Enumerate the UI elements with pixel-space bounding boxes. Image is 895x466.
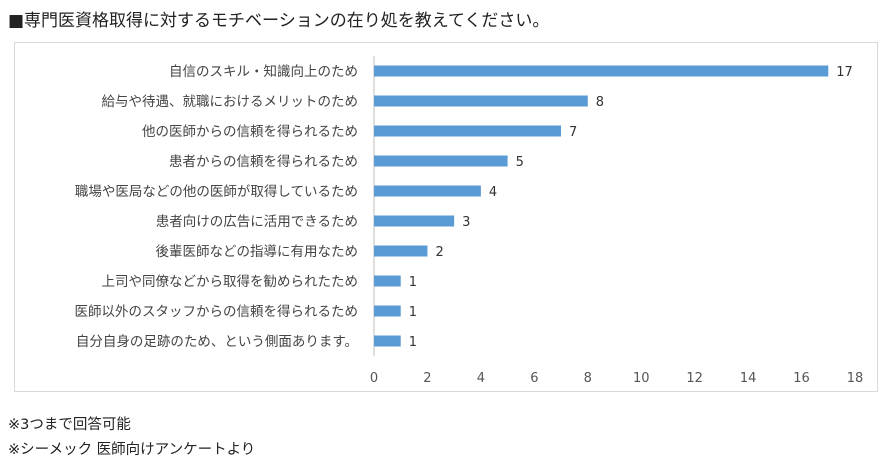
bar — [374, 305, 401, 317]
category-label: 患者からの信頼を得られるため — [169, 153, 358, 170]
bar — [374, 95, 588, 107]
category-label: 職場や医局などの他の医師が取得しているため — [75, 183, 358, 200]
category-label: 後輩医師などの指導に有用なため — [156, 244, 359, 260]
bar — [374, 65, 829, 77]
bar — [374, 275, 401, 287]
category-label: 上司や同僚などから取得を勧められたため — [102, 273, 359, 290]
category-label: 他の医師からの信頼を得られるため — [142, 123, 358, 140]
data-label: 1 — [409, 305, 417, 320]
category-label: 医師以外のスタッフからの信頼を得られるため — [75, 303, 359, 320]
category-label: 患者向けの広告に活用できるため — [156, 214, 358, 230]
x-tick-label: 8 — [584, 371, 592, 386]
chart-frame — [14, 42, 878, 392]
page-title: ■専門医資格取得に対するモチベーションの在り処を教えてください。 — [8, 11, 550, 31]
data-label: 4 — [489, 185, 497, 200]
data-label: 8 — [596, 95, 604, 110]
bar — [374, 245, 428, 257]
x-tick-label: 0 — [370, 371, 378, 386]
category-label: 自分自身の足跡のため、という側面あります。 — [76, 334, 358, 350]
data-label: 2 — [435, 245, 443, 260]
x-tick-label: 6 — [530, 371, 538, 386]
x-tick-label: 16 — [793, 371, 810, 386]
x-tick-label: 14 — [740, 371, 757, 386]
category-label: 給与や待遇、就職におけるメリットのため — [102, 94, 359, 110]
bar — [374, 335, 401, 347]
data-label: 1 — [409, 275, 417, 290]
x-tick-label: 10 — [633, 371, 650, 386]
bar — [374, 155, 508, 167]
note-answer-limit: ※3つまで回答可能 — [8, 417, 131, 433]
data-label: 7 — [569, 125, 577, 140]
category-label: 自信のスキル・知識向上のため — [169, 63, 358, 80]
bar — [374, 185, 481, 197]
data-label: 17 — [836, 65, 853, 80]
data-label: 5 — [516, 155, 524, 170]
data-label: 1 — [409, 335, 417, 350]
x-tick-label: 18 — [847, 371, 864, 386]
x-tick-label: 4 — [477, 371, 485, 386]
x-tick-label: 2 — [423, 371, 431, 386]
note-source: ※シーメック 医師向けアンケートより — [8, 442, 256, 458]
data-label: 3 — [462, 215, 470, 230]
bar — [374, 125, 562, 137]
x-tick-label: 12 — [686, 371, 703, 386]
bar — [374, 215, 455, 227]
